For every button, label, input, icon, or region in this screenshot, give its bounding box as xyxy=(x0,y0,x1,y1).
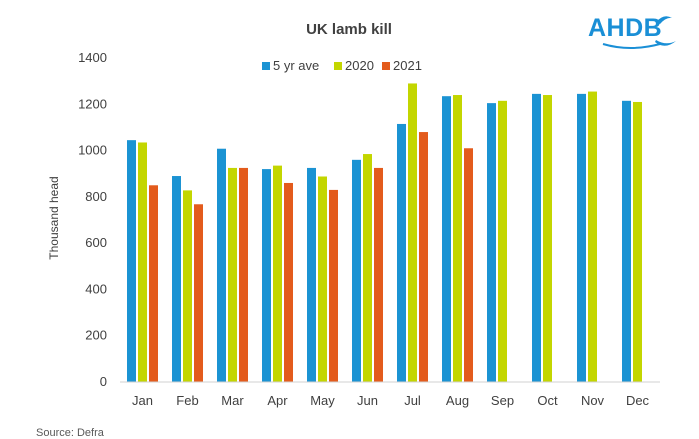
ahdb-logo-text: AHDB xyxy=(588,14,662,42)
x-axis-ticks: Jan Feb Mar Apr May Jun Jul Aug Sep Oct Nov Dec xyxy=(132,393,650,408)
y-tick-label: 1400 xyxy=(78,50,107,65)
bar-2020-may xyxy=(318,176,327,382)
y-tick-label: 200 xyxy=(85,328,107,343)
bar-2020-dec xyxy=(633,101,642,382)
bar-2020-jun xyxy=(363,154,372,382)
x-tick-label: Jun xyxy=(357,393,378,408)
x-tick-label: Sep xyxy=(491,393,514,408)
legend-swatch xyxy=(334,62,342,70)
bar-5-yr-ave-may xyxy=(307,167,316,382)
bar-5-yr-ave-nov xyxy=(577,93,586,382)
bar-5-yr-ave-feb xyxy=(172,176,181,382)
bar-2021-mar xyxy=(239,167,248,382)
y-tick-label: 1000 xyxy=(78,143,107,158)
source-note: Source: Defra xyxy=(36,427,105,439)
bar-2020-jan xyxy=(138,142,147,382)
x-tick-label: Nov xyxy=(581,393,605,408)
x-tick-label: Jan xyxy=(132,393,153,408)
y-axis-ticks: 0 200 400 600 800 1000 1200 1400 xyxy=(78,50,107,389)
bar-2020-mar xyxy=(228,167,237,382)
bar-5-yr-ave-oct xyxy=(532,93,541,382)
bar-2020-sep xyxy=(498,100,507,383)
bar-5-yr-ave-sep xyxy=(487,103,496,382)
x-tick-label: Apr xyxy=(267,393,288,408)
x-tick-label: Mar xyxy=(221,393,244,408)
bar-2020-apr xyxy=(273,165,282,382)
ahdb-wave-logo-icon xyxy=(602,16,676,49)
x-tick-label: Feb xyxy=(176,393,198,408)
bar-2020-aug xyxy=(453,95,462,383)
legend-label: 2020 xyxy=(345,58,374,73)
legend-label: 5 yr ave xyxy=(273,58,319,73)
y-tick-label: 1200 xyxy=(78,96,107,111)
bar-5-yr-ave-apr xyxy=(262,169,271,382)
bar-5-yr-ave-aug xyxy=(442,96,451,382)
chart-legend: 5 yr ave 2020 2021 xyxy=(262,58,422,73)
bar-2021-jan xyxy=(149,185,158,382)
bar-2021-apr xyxy=(284,182,293,382)
legend-swatch xyxy=(382,62,390,70)
bar-2020-feb xyxy=(183,190,192,382)
y-tick-label: 600 xyxy=(85,235,107,250)
bar-2021-jul xyxy=(419,132,428,382)
bar-2021-aug xyxy=(464,148,473,382)
x-tick-label: Oct xyxy=(537,393,558,408)
bar-5-yr-ave-jan xyxy=(127,140,136,382)
bar-2020-nov xyxy=(588,91,597,383)
bars xyxy=(127,83,642,383)
ahdb-logo: AHDB xyxy=(588,14,676,49)
y-tick-label: 400 xyxy=(85,281,107,296)
y-tick-label: 800 xyxy=(85,189,107,204)
bar-5-yr-ave-dec xyxy=(622,100,631,383)
bar-2020-oct xyxy=(543,95,552,383)
bar-2021-jun xyxy=(374,167,383,382)
x-tick-label: Aug xyxy=(446,393,469,408)
y-tick-label: 0 xyxy=(100,374,107,389)
bar-5-yr-ave-jul xyxy=(397,123,406,382)
bar-2020-jul xyxy=(408,83,417,382)
bar-5-yr-ave-jun xyxy=(352,159,361,382)
bar-2021-may xyxy=(329,189,338,382)
bar-5-yr-ave-mar xyxy=(217,148,226,382)
x-tick-label: Jul xyxy=(404,393,421,408)
chart-title: UK lamb kill xyxy=(306,21,392,38)
legend-label: 2021 xyxy=(393,58,422,73)
x-tick-label: May xyxy=(310,393,335,408)
x-tick-label: Dec xyxy=(626,393,650,408)
y-axis-label: Thousand head xyxy=(47,176,61,259)
bar-2021-feb xyxy=(194,204,203,382)
legend-swatch xyxy=(262,62,270,70)
